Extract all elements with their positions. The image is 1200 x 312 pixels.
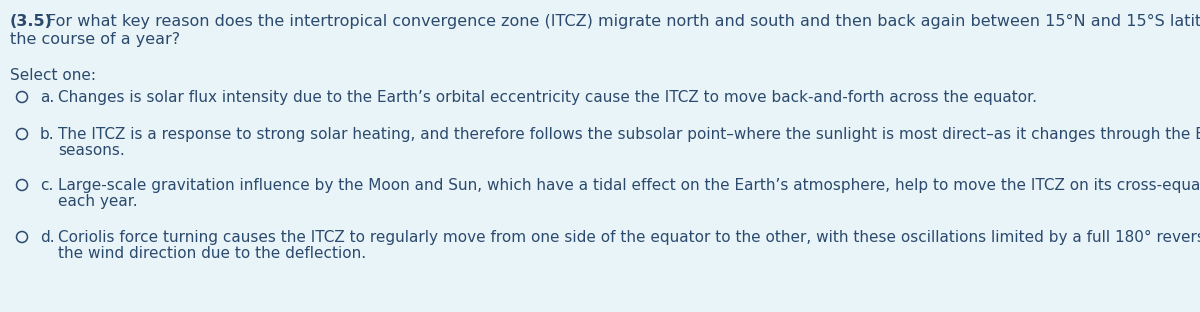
Text: Select one:: Select one:: [10, 68, 96, 83]
Text: each year.: each year.: [58, 194, 138, 209]
Text: Coriolis force turning causes the ITCZ to regularly move from one side of the eq: Coriolis force turning causes the ITCZ t…: [58, 230, 1200, 245]
Text: a.: a.: [40, 90, 54, 105]
Text: seasons.: seasons.: [58, 143, 125, 158]
Text: b.: b.: [40, 127, 55, 142]
Text: Changes is solar flux intensity due to the Earth’s orbital eccentricity cause th: Changes is solar flux intensity due to t…: [58, 90, 1037, 105]
Text: c.: c.: [40, 178, 53, 193]
Text: d.: d.: [40, 230, 55, 245]
Text: the course of a year?: the course of a year?: [10, 32, 180, 47]
Text: (3.5): (3.5): [10, 14, 53, 29]
Text: the wind direction due to the deflection.: the wind direction due to the deflection…: [58, 246, 366, 261]
Text: Large-scale gravitation influence by the Moon and Sun, which have a tidal effect: Large-scale gravitation influence by the…: [58, 178, 1200, 193]
Text: For what key reason does the intertropical convergence zone (ITCZ) migrate north: For what key reason does the intertropic…: [47, 14, 1200, 29]
Text: The ITCZ is a response to strong solar heating, and therefore follows the subsol: The ITCZ is a response to strong solar h…: [58, 127, 1200, 142]
